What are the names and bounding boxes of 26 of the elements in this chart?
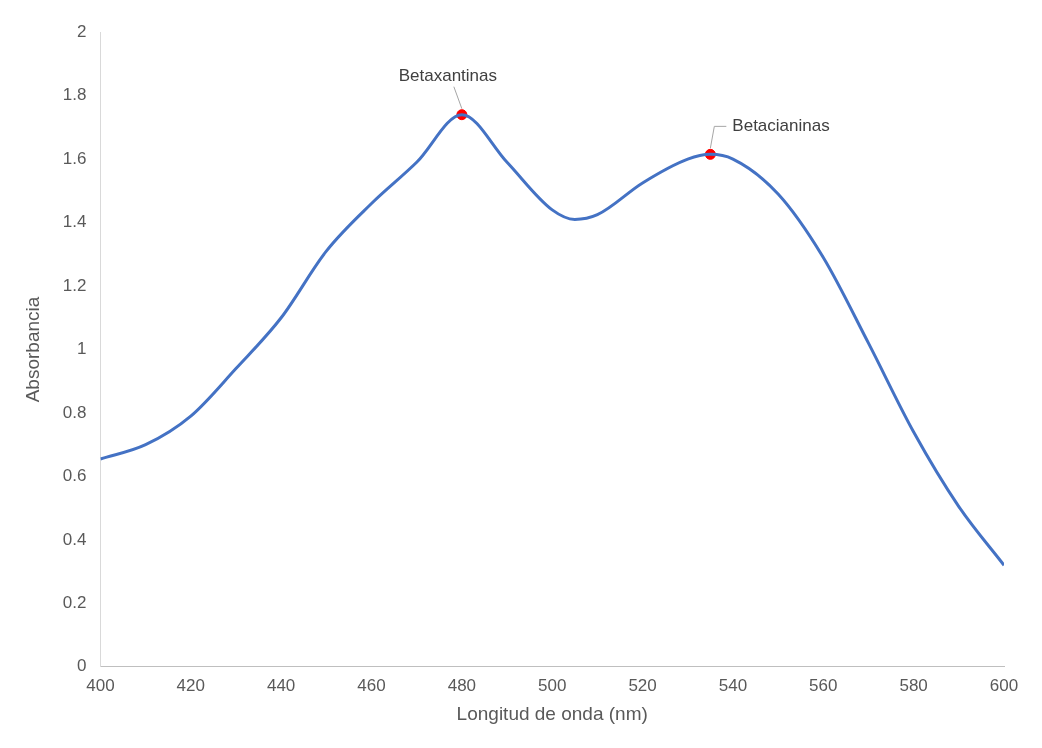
- x-tick-label: 600: [989, 675, 1019, 695]
- x-tick-label: 460: [357, 675, 386, 695]
- x-tick-label: 580: [899, 675, 928, 695]
- x-tick-label: 540: [718, 675, 748, 695]
- y-tick-label: 1: [76, 339, 87, 359]
- y-tick-label: 0.8: [62, 402, 87, 422]
- x-tick-label: 400: [86, 675, 115, 695]
- y-tick-label: 1.2: [62, 275, 87, 295]
- y-tick-label: 1.6: [62, 148, 87, 168]
- y-tick-label: 0: [76, 656, 87, 676]
- y-tick-label: 2: [76, 21, 87, 41]
- annotation: Betacianinas: [732, 116, 830, 136]
- x-tick-label: 420: [176, 675, 205, 695]
- y-tick-label: 0.4: [62, 529, 87, 549]
- y-tick-label: 1.8: [62, 85, 87, 105]
- y-tick-label: 0.6: [62, 466, 87, 486]
- y-axis-title: Absorbancia: [21, 296, 43, 403]
- x-tick-label: 500: [538, 675, 567, 695]
- annotation: Betaxantinas: [398, 65, 498, 85]
- x-tick-label: 480: [447, 675, 477, 695]
- y-tick-label: 1.4: [62, 212, 87, 232]
- y-tick-label: 0.2: [62, 593, 87, 613]
- x-axis-title: Longitud de onda (nm): [456, 702, 648, 724]
- x-tick-label: 560: [809, 675, 838, 695]
- x-tick-label: 520: [628, 675, 657, 695]
- x-tick-label: 440: [266, 675, 296, 695]
